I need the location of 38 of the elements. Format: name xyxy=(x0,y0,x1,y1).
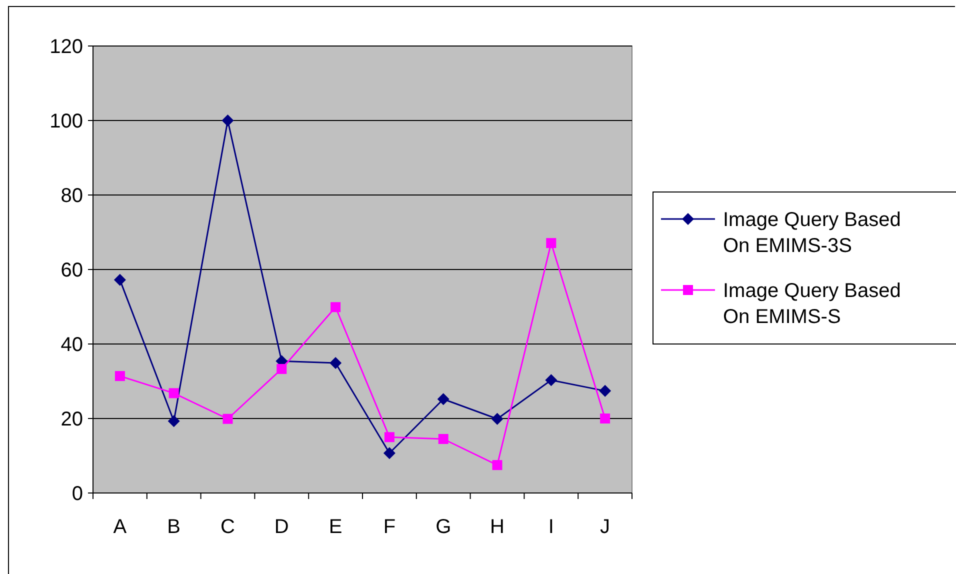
point xyxy=(384,432,394,442)
point xyxy=(168,415,180,428)
point xyxy=(599,384,612,397)
legend-label: Image Query Based On EMIMS-S xyxy=(723,280,901,328)
x-tick-label: E xyxy=(328,516,342,538)
x-tick-label: J xyxy=(600,516,610,538)
x-tick-label: A xyxy=(113,516,128,538)
y-tick-label: 20 xyxy=(60,408,83,430)
y-tick-label: 60 xyxy=(60,260,83,282)
point xyxy=(114,274,126,286)
x-tick-label: B xyxy=(167,516,181,538)
y-tick-label: 80 xyxy=(60,185,83,207)
x-tick-label: F xyxy=(383,516,396,538)
y-tick-label: 100 xyxy=(50,110,83,132)
point xyxy=(168,388,179,398)
point xyxy=(546,238,556,248)
x-tick-label: G xyxy=(436,516,452,538)
point xyxy=(437,393,450,406)
point xyxy=(600,414,610,424)
point xyxy=(114,371,125,382)
point xyxy=(276,364,287,374)
x-tick-label: H xyxy=(490,516,504,538)
point xyxy=(545,374,558,386)
y-tick-label: 120 xyxy=(50,36,83,58)
point xyxy=(222,114,234,126)
point xyxy=(383,447,396,460)
point xyxy=(492,460,502,470)
legend-label: Image Query Based On EMIMS-3S xyxy=(723,209,901,257)
point xyxy=(491,412,504,425)
x-tick-label: D xyxy=(274,516,289,538)
x-tick-label: I xyxy=(548,516,554,538)
point xyxy=(438,434,448,444)
point xyxy=(330,357,342,369)
x-tick-label: C xyxy=(220,516,235,538)
point xyxy=(222,414,233,424)
y-tick-label: 40 xyxy=(60,334,83,356)
y-tick-label: 0 xyxy=(72,483,83,505)
point xyxy=(330,302,341,312)
